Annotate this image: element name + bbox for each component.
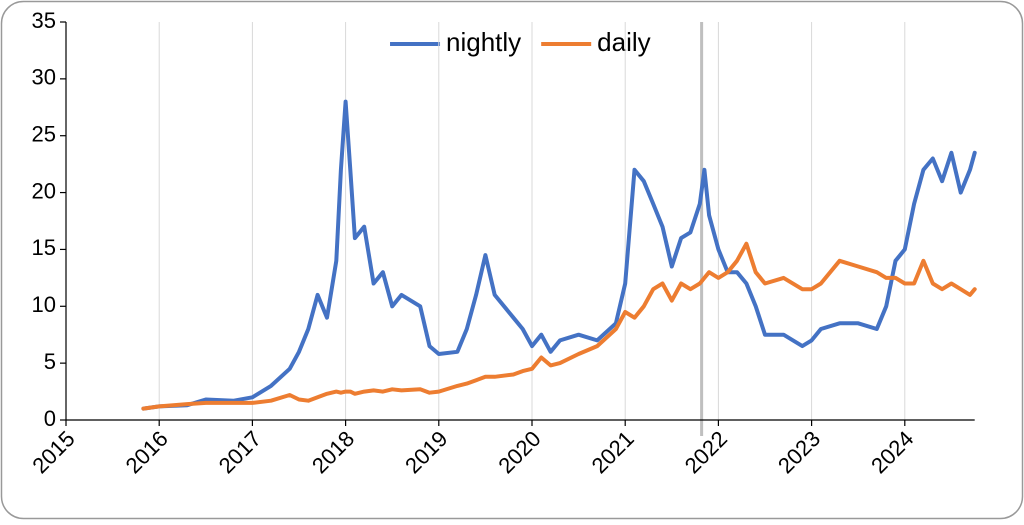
y-tick-label: 10 bbox=[32, 292, 56, 317]
legend-item: nightly bbox=[390, 27, 521, 57]
series-line bbox=[141, 99, 977, 411]
y-tick-label: 35 bbox=[32, 8, 56, 33]
legend-item: daily bbox=[541, 27, 651, 57]
y-tick-label: 15 bbox=[32, 235, 56, 260]
y-tick-label: 25 bbox=[32, 122, 56, 147]
legend: nightly daily bbox=[390, 27, 651, 57]
series-line bbox=[141, 241, 977, 411]
y-tick-label: 0 bbox=[44, 406, 56, 431]
y-tick-label: 20 bbox=[32, 178, 56, 203]
y-tick-label: 30 bbox=[32, 65, 56, 90]
legend-label: daily bbox=[597, 27, 650, 57]
y-tick-label: 5 bbox=[44, 349, 56, 374]
legend-label: nightly bbox=[446, 27, 521, 57]
